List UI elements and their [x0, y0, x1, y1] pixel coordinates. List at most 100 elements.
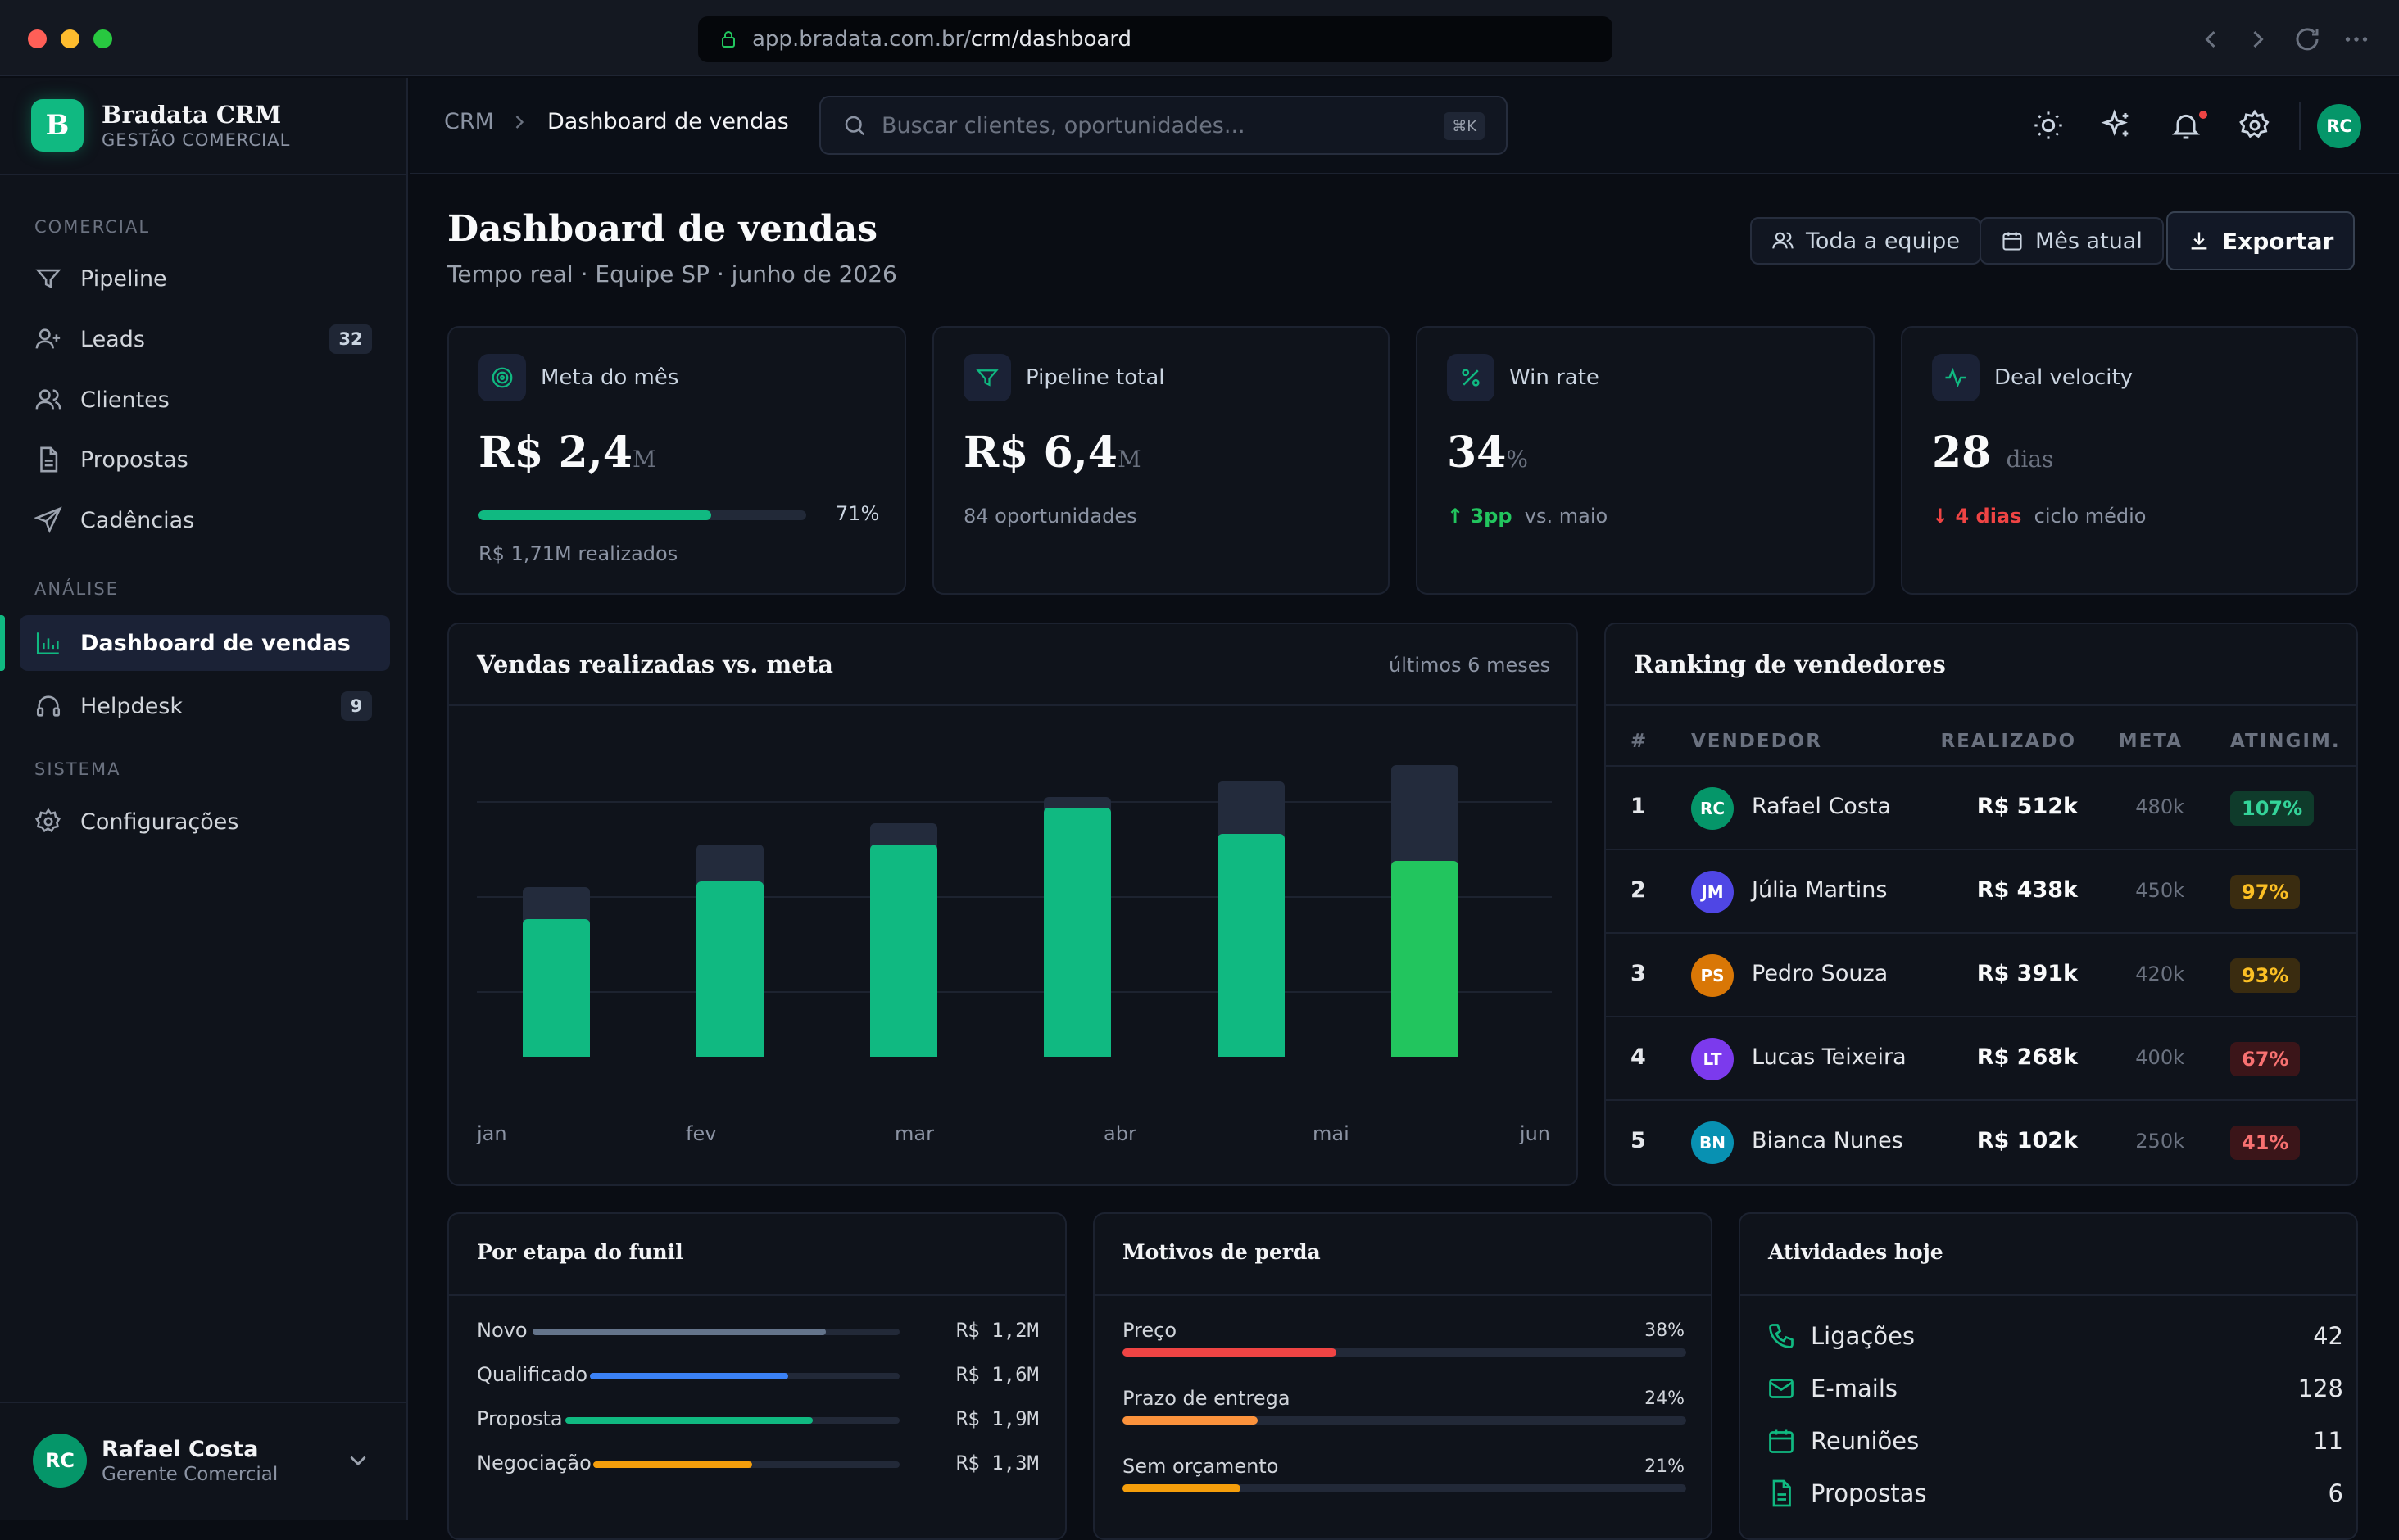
- activity-row-emails[interactable]: E-mails 128: [1766, 1368, 2343, 1409]
- address-bar[interactable]: app.bradata.com.br/crm/dashboard: [698, 16, 1612, 62]
- more-icon[interactable]: [2342, 25, 2371, 54]
- users-icon: [1772, 232, 1794, 249]
- maximize-window-button[interactable]: [93, 29, 112, 48]
- chart-bar-realizado[interactable]: [870, 845, 937, 1057]
- loss-reason-percent: 21%: [1644, 1456, 1685, 1477]
- chart-bar-realizado[interactable]: [696, 881, 764, 1057]
- chart-range[interactable]: últimos 6 meses: [1389, 654, 1550, 677]
- gear-icon[interactable]: [2238, 109, 2271, 142]
- activity-row-ligacoes[interactable]: Ligações 42: [1766, 1316, 2343, 1357]
- attainment-badge: 107%: [2230, 791, 2315, 826]
- kpi-card-winrate: Win rate 34% ↑ 3pp vs. maio: [1416, 326, 1875, 595]
- user-menu[interactable]: RC Rafael Costa Gerente Comercial: [33, 1434, 278, 1488]
- sidebar-item-pipeline[interactable]: Pipeline: [20, 251, 390, 306]
- funnel-stage-value: R$ 1,6M: [955, 1363, 1039, 1386]
- close-window-button[interactable]: [28, 29, 47, 48]
- sidebar-item-configuracoes[interactable]: Configurações: [20, 794, 390, 849]
- avatar: LT: [1691, 1038, 1734, 1080]
- calendar-icon: [2002, 232, 2022, 251]
- helpdesk-count-badge: 9: [341, 691, 372, 721]
- meta-progress-percent: 71%: [836, 502, 880, 525]
- sun-icon[interactable]: [2032, 109, 2065, 142]
- activity-row-propostas[interactable]: Propostas 6: [1766, 1473, 2343, 1514]
- headset-icon: [36, 695, 61, 717]
- seller-name: Rafael Costa: [1752, 794, 1892, 819]
- goal-value: 420k: [2135, 962, 2184, 985]
- topbar: CRM Dashboard de vendas Buscar clientes,…: [410, 78, 2399, 174]
- avatar: BN: [1691, 1121, 1734, 1164]
- loss-reason-bar: [1122, 1416, 1686, 1424]
- rank-position: 1: [1630, 794, 1646, 819]
- activities-card: Atividades hoje Ligações 42 E-mails 128 …: [1739, 1212, 2358, 1540]
- goal-value: 250k: [2135, 1130, 2184, 1153]
- bell-icon[interactable]: [2170, 109, 2202, 142]
- activity-icon: [1932, 354, 1980, 401]
- table-row[interactable]: 3 PS Pedro Souza R$ 391k 420k 93%: [1606, 932, 2358, 1016]
- chart-bar-realizado[interactable]: [1218, 834, 1285, 1057]
- sidebar-item-dashboard[interactable]: Dashboard de vendas: [20, 615, 390, 671]
- forward-icon[interactable]: [2243, 25, 2273, 54]
- gear-icon: [34, 808, 61, 833]
- search-placeholder: Buscar clientes, oportunidades...: [882, 112, 1245, 138]
- seller-name: Júlia Martins: [1752, 877, 1888, 903]
- table-row[interactable]: 2 JM Júlia Martins R$ 438k 450k 97%: [1606, 849, 2358, 932]
- brand[interactable]: B Bradata CRM GESTÃO COMERCIAL: [31, 99, 290, 152]
- sidebar-item-leads[interactable]: Leads 32: [20, 311, 390, 367]
- sidebar-divider: [0, 174, 408, 175]
- col-header-meta: META: [2118, 731, 2183, 752]
- sidebar-item-helpdesk[interactable]: Helpdesk 9: [20, 678, 390, 734]
- goal-value: 450k: [2135, 879, 2184, 902]
- export-button[interactable]: Exportar: [2166, 211, 2356, 270]
- rank-position: 2: [1630, 877, 1646, 903]
- realized-value: R$ 391k: [1976, 961, 2078, 986]
- avatar[interactable]: RC: [2317, 104, 2361, 148]
- attainment-badge: 93%: [2230, 958, 2301, 993]
- avatar: RC: [33, 1434, 87, 1488]
- brand-subtitle: GESTÃO COMERCIAL: [102, 130, 291, 150]
- realized-value: R$ 512k: [1976, 794, 2078, 819]
- chevron-right-icon: [515, 116, 524, 129]
- percent-icon: [1447, 354, 1494, 401]
- funnel-stage-bar: [533, 1329, 900, 1335]
- sidebar-item-propostas[interactable]: Propostas: [20, 432, 390, 487]
- sidebar-item-cadencias[interactable]: Cadências: [20, 492, 390, 548]
- back-icon[interactable]: [2196, 25, 2225, 54]
- breadcrumb-crm[interactable]: CRM: [444, 109, 494, 134]
- activity-row-reunioes[interactable]: Reuniões 11: [1766, 1420, 2343, 1461]
- loss-reason-percent: 38%: [1644, 1320, 1685, 1341]
- table-row[interactable]: 1 RC Rafael Costa R$ 512k 480k 107%: [1606, 765, 2358, 849]
- brand-logo: B: [31, 99, 84, 152]
- attainment-badge: 67%: [2230, 1042, 2301, 1076]
- search-input[interactable]: Buscar clientes, oportunidades... ⌘K: [819, 96, 1508, 155]
- activity-label: E-mails: [1811, 1375, 1898, 1402]
- sidebar-item-clientes[interactable]: Clientes: [20, 372, 390, 428]
- period-filter-button[interactable]: Mês atual: [1980, 217, 2164, 265]
- minimize-window-button[interactable]: [61, 29, 79, 48]
- breadcrumb-current: Dashboard de vendas: [547, 109, 789, 134]
- leads-count-badge: 32: [329, 324, 372, 354]
- avatar: PS: [1691, 954, 1734, 997]
- sparkles-icon[interactable]: [2101, 109, 2134, 142]
- chart-bar-realizado[interactable]: [1044, 807, 1111, 1057]
- kpi-value: R$ 6,4M: [964, 428, 1141, 478]
- card-divider: [1740, 1294, 2356, 1296]
- chevron-down-icon[interactable]: [344, 1447, 372, 1474]
- table-row[interactable]: 4 LT Lucas Teixeira R$ 268k 400k 67%: [1606, 1016, 2358, 1099]
- chart-title: Vendas realizadas vs. meta: [477, 650, 833, 678]
- loss-reason-label: Preço: [1122, 1319, 1177, 1342]
- send-icon: [34, 506, 62, 534]
- team-filter-button[interactable]: Toda a equipe: [1750, 217, 1981, 265]
- reload-icon[interactable]: [2292, 25, 2322, 54]
- activity-label: Ligações: [1811, 1322, 1916, 1350]
- kpi-value: 34%: [1447, 428, 1528, 478]
- sidebar-item-label: Configurações: [80, 808, 239, 835]
- sidebar-footer-divider: [0, 1402, 408, 1403]
- period-filter-label: Mês atual: [2035, 228, 2143, 254]
- kpi-footnote: 84 oportunidades: [964, 505, 1137, 528]
- chart-bar-realizado[interactable]: [523, 918, 590, 1057]
- table-row[interactable]: 5 BN Bianca Nunes R$ 102k 250k 41%: [1606, 1099, 2358, 1183]
- realized-value: R$ 438k: [1976, 877, 2078, 903]
- funnel-stage-value: R$ 1,9M: [955, 1407, 1039, 1430]
- chart-bar-realizado[interactable]: [1391, 860, 1458, 1057]
- kpi-footnote: ↑ 3pp vs. maio: [1447, 505, 1608, 528]
